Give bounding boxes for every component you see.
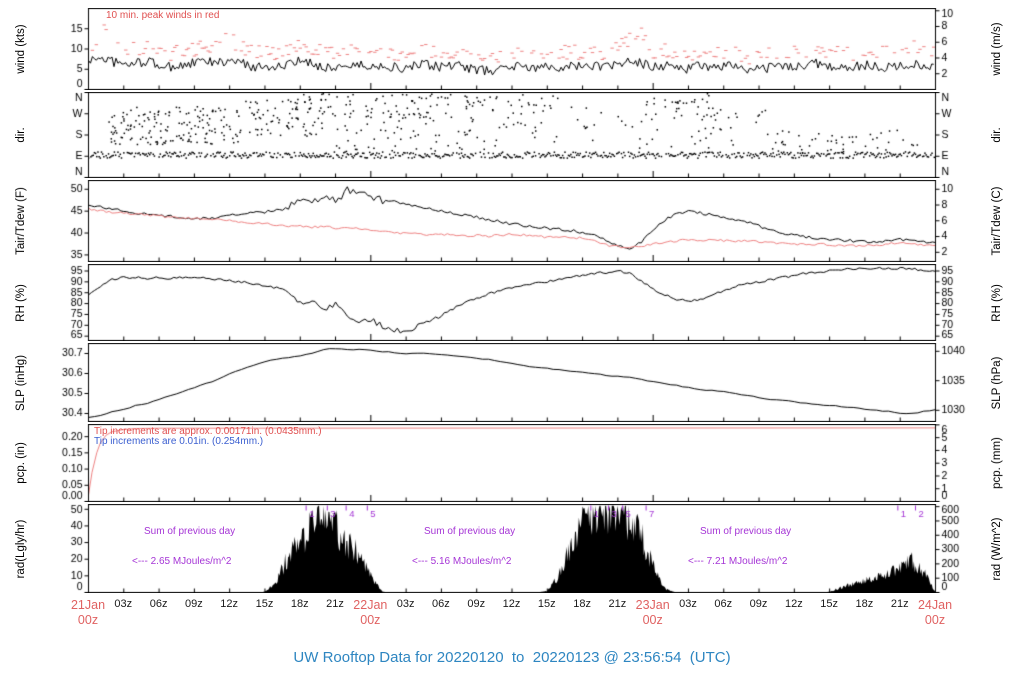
temperature-right-axis-label: Tair/Tdew (C)	[991, 186, 1003, 256]
x-axis-minor-label: 09z	[467, 598, 486, 610]
x-axis-day-line2: 00z	[924, 613, 946, 627]
precip-tip-note-blue: Tip increments are 0.01in. (0.254mm.)	[94, 436, 264, 447]
x-axis-minor-label: 15z	[820, 598, 838, 610]
x-axis-day-line1: 21Jan	[70, 598, 106, 612]
x-axis-day-line1: 23Jan	[635, 598, 670, 612]
panel-wind: wind (kts) wind (m/s) 10 min. peak winds…	[0, 8, 1024, 90]
wind-direction-plot	[0, 92, 1024, 178]
panel-precipitation: pcp. (in) pcp. (mm) Tip increments are a…	[0, 424, 1024, 502]
x-axis-day-line1: 24Jan	[917, 598, 953, 612]
x-axis-minor-label: 21z	[326, 598, 344, 610]
temperature-plot	[0, 180, 1024, 262]
x-axis-day-label: 24Jan 00z	[918, 598, 952, 628]
pressure-plot	[0, 343, 1024, 422]
x-axis-minor-label: 03z	[679, 598, 697, 610]
radiation-left-axis-label: rad(Lgly/hr)	[15, 519, 27, 578]
panel-temperature: Tair/Tdew (F) Tair/Tdew (C)	[0, 180, 1024, 262]
weather-multipanel-chart: wind (kts) wind (m/s) 10 min. peak winds…	[0, 8, 1024, 666]
precip-tip-note-red: Tip increments are approx. 0.00171in. (0…	[94, 426, 322, 437]
radiation-daysum-3: Sum of previous day <--- 7.21 MJoules/m^…	[688, 526, 792, 567]
wind-plot	[0, 8, 1024, 90]
x-axis-minor-label: 09z	[185, 598, 203, 610]
x-axis-day-line2: 00z	[360, 613, 381, 627]
x-axis-day-line2: 00z	[642, 613, 663, 627]
x-axis-minor-label: 06z	[149, 598, 168, 610]
humidity-right-axis-label: RH (%)	[991, 283, 1003, 322]
direction-left-axis-label: dir.	[15, 127, 27, 143]
precipitation-left-axis-label: pcp. (in)	[15, 442, 27, 484]
x-axis-minor-label: 03z	[114, 598, 133, 610]
panel-humidity: RH (%) RH (%)	[0, 264, 1024, 341]
x-axis-labels: 03z 06z 09z 12z 15z 18z 21z 03z 06z 09z 12z 15z 18z 2…	[0, 595, 1024, 641]
wind-right-axis-label: wind (m/s)	[991, 22, 1003, 76]
x-axis-minor-label: 12z	[220, 598, 239, 610]
x-axis-minor-label: 03z	[396, 598, 415, 610]
direction-right-axis-label: dir.	[991, 127, 1003, 143]
x-axis-minor-label: 18z	[573, 598, 591, 610]
panel-pressure: SLP (inHg) SLP (hPa)	[0, 343, 1024, 422]
panel-radiation: rad(Lgly/hr) rad (W/m^2) Sum of previous…	[0, 504, 1024, 593]
x-axis-minor-label: 12z	[502, 598, 521, 610]
x-axis-day-line2: 00z	[77, 613, 99, 627]
humidity-plot	[0, 264, 1024, 341]
wind-left-axis-label: wind (kts)	[15, 24, 27, 74]
x-axis-minor-label: 06z	[432, 598, 450, 610]
x-axis-minor-label: 15z	[255, 598, 274, 610]
x-axis-day-label: 22Jan 00z	[353, 598, 387, 628]
pressure-left-axis-label: SLP (inHg)	[15, 354, 27, 411]
x-axis-minor-label: 12z	[784, 598, 803, 610]
temperature-left-axis-label: Tair/Tdew (F)	[15, 187, 27, 255]
x-axis-minor-label: 21z	[608, 598, 627, 610]
humidity-left-axis-label: RH (%)	[15, 283, 27, 322]
wind-peak-note: 10 min. peak winds in red	[106, 10, 220, 21]
radiation-right-axis-label: rad (W/m^2)	[991, 517, 1003, 580]
x-axis-day-line1: 22Jan	[353, 598, 388, 612]
x-axis-minor-label: 18z	[290, 598, 309, 610]
x-axis-day-label: 21Jan 00z	[71, 598, 105, 628]
x-axis-minor-label: 09z	[749, 598, 768, 610]
radiation-daysum-1: Sum of previous day <--- 2.65 MJoules/m^…	[132, 526, 236, 567]
chart-title: UW Rooftop Data for 20220120 to 20220123…	[293, 649, 731, 666]
precipitation-plot	[0, 424, 1024, 502]
radiation-plot	[0, 504, 1024, 593]
x-axis-minor-label: 15z	[537, 598, 556, 610]
pressure-right-axis-label: SLP (hPa)	[991, 356, 1003, 409]
precipitation-right-axis-label: pcp. (mm)	[991, 437, 1003, 489]
x-axis-day-label: 23Jan 00z	[636, 598, 670, 628]
radiation-daysum-2: Sum of previous day <--- 5.16 MJoules/m^…	[412, 526, 516, 567]
panel-wind-direction: dir. dir.	[0, 92, 1024, 178]
x-axis-minor-label: 18z	[855, 598, 874, 610]
x-axis-minor-label: 21z	[890, 598, 909, 610]
x-axis-minor-label: 06z	[714, 598, 733, 610]
